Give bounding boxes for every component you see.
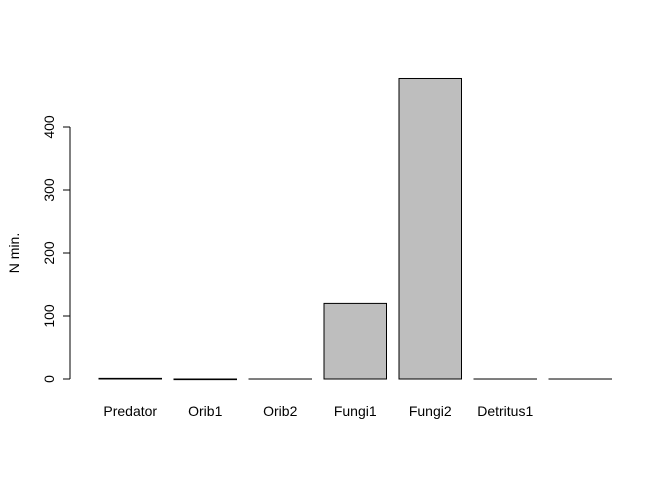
x-tick-label: Orib1 <box>188 403 222 419</box>
x-axis-labels: Predator Orib1 Orib2 Fungi1 Fungi2 Detritus1 <box>103 403 533 419</box>
y-tick-label: 0 <box>41 375 57 383</box>
x-tick-label: Predator <box>103 403 157 419</box>
bar-fungi2 <box>399 78 462 379</box>
x-tick-label: Orib2 <box>263 403 297 419</box>
y-tick-label: 200 <box>41 241 57 265</box>
bar-fungi1 <box>324 303 387 379</box>
y-tick-label: 300 <box>41 178 57 202</box>
y-tick-label: 400 <box>41 115 57 139</box>
x-tick-label: Fungi2 <box>409 403 452 419</box>
y-axis-label: N min. <box>6 233 22 273</box>
bar-orib1 <box>174 379 237 380</box>
y-axis: 0 100 200 300 400 <box>41 115 70 383</box>
bars-layer <box>99 78 612 379</box>
y-tick-label: 100 <box>41 304 57 328</box>
x-tick-label: Fungi1 <box>334 403 377 419</box>
bar-predator <box>99 378 162 379</box>
x-tick-label: Detritus1 <box>477 403 533 419</box>
